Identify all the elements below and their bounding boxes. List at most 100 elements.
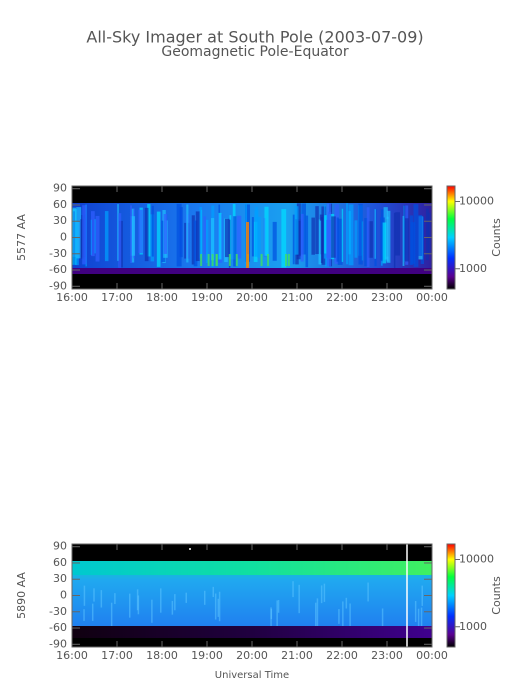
keogram-streak: [91, 603, 94, 621]
keogram-streak: [342, 601, 344, 629]
y-tick-label: 30: [53, 214, 67, 227]
keogram-streak: [94, 219, 96, 254]
keogram-streak: [354, 220, 358, 258]
colorbar-tick-label: 10000: [459, 552, 494, 565]
keogram-streak: [206, 219, 209, 264]
keogram-streak: [298, 584, 300, 614]
keogram-streak: [292, 581, 294, 598]
keogram-streak: [251, 217, 254, 257]
keogram-streak: [285, 254, 288, 266]
keogram-streak: [320, 217, 324, 264]
keogram-streak: [246, 222, 249, 268]
keogram-streak: [163, 214, 168, 254]
keogram-streak: [267, 254, 270, 266]
keogram-streak: [130, 216, 136, 256]
keogram-streak: [214, 593, 217, 620]
keogram-streak: [110, 602, 113, 627]
keogram-streak: [326, 203, 331, 267]
keogram-streak: [292, 214, 295, 265]
keogram-streak: [90, 211, 95, 257]
x-axis-label: Universal Time: [215, 670, 289, 680]
keogram-streak: [80, 219, 84, 259]
keogram-streak: [358, 203, 363, 265]
x-tick-label: 18:00: [146, 291, 178, 304]
keogram-streak: [215, 254, 218, 266]
keogram-streak: [128, 593, 131, 618]
y-tick-label: -90: [49, 279, 67, 292]
x-tick-label: 23:00: [371, 291, 403, 304]
keogram-streak: [418, 215, 423, 256]
keogram-streak: [319, 220, 322, 265]
keogram-streak: [413, 204, 419, 267]
keogram-streak: [195, 211, 200, 262]
x-tick-label: 17:00: [101, 291, 133, 304]
keogram-streak: [73, 211, 75, 267]
keogram-streak: [386, 210, 391, 263]
y-axis-label: 5577 AA: [15, 214, 28, 261]
keogram-streak: [228, 254, 231, 266]
colorbar: [446, 185, 456, 290]
keogram-streak: [381, 608, 384, 637]
chart-subtitle: Geomagnetic Pole-Equator: [161, 44, 348, 60]
keogram-streak: [395, 212, 401, 256]
keogram-streak: [320, 585, 323, 604]
keogram-streak: [93, 588, 95, 602]
x-tick-label: 21:00: [281, 649, 313, 662]
keogram-upper: [72, 561, 432, 575]
keogram-streak: [137, 595, 140, 615]
keogram-streak: [281, 209, 287, 268]
keogram-streak: [171, 600, 174, 615]
x-tick-label: 23:00: [371, 649, 403, 662]
keogram-streak: [200, 254, 203, 266]
keogram-dot: [189, 548, 191, 550]
keogram-streak: [218, 591, 221, 622]
y-tick-label: 90: [53, 540, 67, 553]
keogram-streak: [270, 607, 272, 635]
keogram-streak: [270, 608, 273, 620]
y-tick-label: 0: [60, 231, 67, 244]
keogram-streak: [296, 203, 301, 256]
keogram-streak: [368, 221, 373, 258]
keogram-streak: [90, 219, 92, 255]
keogram-streak: [380, 217, 385, 260]
y-tick-label: -30: [49, 605, 67, 618]
keogram-streak: [199, 207, 202, 259]
keogram-streak: [272, 221, 277, 261]
keogram-streak: [104, 211, 109, 262]
colorbar-tick-label: 1000: [459, 620, 487, 633]
colorbar-label: Counts: [490, 576, 503, 615]
keogram-streak: [402, 215, 405, 266]
keogram-streak: [404, 218, 409, 262]
chart-title: All-Sky Imager at South Pole (2003-07-09…: [86, 28, 423, 47]
keogram-streak: [315, 206, 319, 255]
y-tick-label: 0: [60, 589, 67, 602]
keogram-streak: [349, 603, 351, 628]
keogram-streak: [338, 609, 340, 624]
keogram-lower: [72, 268, 432, 274]
keogram-streak: [144, 207, 149, 262]
keogram-streak: [191, 215, 195, 265]
y-tick-label: 60: [53, 556, 67, 569]
keogram-streak: [331, 216, 336, 258]
keogram-streak: [211, 254, 214, 266]
keogram-streak: [228, 219, 231, 268]
keogram-streak: [176, 203, 182, 267]
keogram-streak: [403, 205, 405, 263]
keogram-streak: [174, 594, 176, 611]
keogram-streak: [382, 222, 387, 264]
keogram-streak: [203, 216, 206, 255]
keogram-streak: [82, 205, 87, 265]
keogram-streak: [185, 592, 188, 603]
keogram-streak: [217, 598, 220, 617]
keogram-streak: [367, 582, 369, 602]
keogram-streak: [218, 212, 222, 260]
keogram-streak: [341, 208, 344, 262]
keogram-streak: [130, 205, 132, 263]
keogram-streak: [257, 216, 261, 258]
x-tick-label: 17:00: [101, 649, 133, 662]
keogram-streak: [417, 608, 420, 633]
keogram-streak: [277, 600, 280, 613]
keogram-streak: [316, 598, 319, 628]
y-tick-label: 90: [53, 182, 67, 195]
